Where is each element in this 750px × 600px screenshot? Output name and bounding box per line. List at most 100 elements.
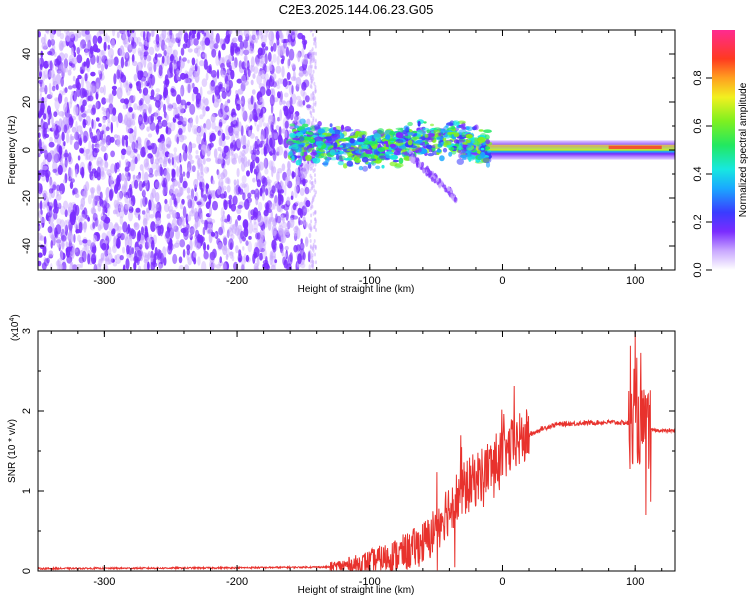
noise-speckle bbox=[38, 31, 41, 38]
noise-speckle bbox=[314, 217, 317, 222]
noise-speckle bbox=[315, 118, 317, 123]
noise-speckle bbox=[193, 239, 198, 248]
noise-speckle bbox=[48, 250, 53, 255]
noise-speckle bbox=[138, 244, 143, 250]
noise-speckle bbox=[91, 118, 94, 129]
noise-speckle bbox=[39, 81, 43, 88]
signal-blob bbox=[466, 139, 471, 143]
noise-speckle bbox=[250, 209, 255, 216]
noise-speckle bbox=[99, 50, 105, 60]
noise-speckle bbox=[196, 201, 202, 206]
noise-speckle bbox=[38, 132, 41, 138]
noise-speckle bbox=[237, 88, 244, 95]
signal-tail bbox=[415, 160, 419, 166]
signal-blob bbox=[377, 147, 386, 152]
noise-speckle bbox=[125, 123, 131, 134]
y-tick-label: 20 bbox=[21, 96, 33, 108]
noise-speckle bbox=[312, 246, 314, 250]
noise-speckle bbox=[222, 244, 228, 256]
noise-speckle bbox=[75, 168, 78, 178]
noise-speckle bbox=[219, 83, 223, 90]
noise-speckle bbox=[142, 217, 148, 227]
signal-blob bbox=[446, 144, 452, 149]
signal-blob bbox=[385, 134, 391, 140]
noise-speckle bbox=[288, 48, 295, 61]
noise-speckle bbox=[117, 233, 122, 239]
noise-speckle bbox=[124, 204, 128, 210]
noise-speckle bbox=[226, 80, 230, 92]
noise-speckle bbox=[211, 120, 216, 130]
noise-speckle bbox=[125, 150, 131, 155]
noise-speckle bbox=[298, 172, 301, 177]
noise-speckle bbox=[204, 219, 208, 231]
noise-speckle bbox=[186, 171, 190, 179]
signal-blob bbox=[335, 154, 340, 161]
noise-speckle bbox=[259, 54, 266, 65]
noise-speckle bbox=[250, 64, 253, 74]
noise-speckle bbox=[130, 195, 136, 207]
noise-speckle bbox=[136, 249, 142, 262]
noise-speckle bbox=[217, 146, 222, 152]
noise-speckle bbox=[198, 171, 205, 178]
noise-speckle bbox=[182, 43, 188, 49]
noise-speckle bbox=[130, 228, 135, 237]
noise-speckle bbox=[258, 116, 263, 128]
noise-speckle bbox=[200, 51, 206, 60]
noise-speckle bbox=[128, 211, 133, 222]
noise-speckle bbox=[76, 189, 79, 195]
noise-speckle bbox=[136, 61, 143, 72]
noise-speckle bbox=[141, 190, 146, 198]
noise-speckle bbox=[243, 193, 247, 201]
x-tick-label: -200 bbox=[226, 576, 248, 588]
noise-speckle bbox=[237, 100, 243, 105]
noise-speckle bbox=[206, 244, 210, 251]
noise-speckle bbox=[64, 96, 68, 105]
x-tick-label: -200 bbox=[226, 275, 248, 287]
noise-speckle bbox=[283, 150, 288, 159]
noise-speckle bbox=[144, 146, 149, 154]
noise-speckle bbox=[313, 81, 316, 86]
noise-speckle bbox=[43, 144, 48, 156]
noise-speckle bbox=[225, 253, 229, 261]
noise-speckle bbox=[268, 114, 274, 120]
noise-speckle bbox=[139, 70, 143, 79]
noise-speckle bbox=[311, 200, 314, 205]
noise-speckle bbox=[107, 44, 111, 50]
noise-speckle bbox=[218, 178, 224, 188]
noise-speckle bbox=[133, 95, 136, 102]
signal-blob bbox=[480, 151, 486, 159]
noise-speckle bbox=[179, 239, 186, 248]
noise-speckle bbox=[255, 197, 259, 206]
noise-speckle bbox=[156, 201, 162, 214]
noise-speckle bbox=[217, 130, 222, 137]
signal-blob bbox=[308, 131, 313, 136]
noise-speckle bbox=[211, 180, 215, 185]
signal-blob bbox=[354, 157, 361, 164]
noise-speckle bbox=[137, 50, 143, 57]
noise-speckle bbox=[202, 53, 207, 58]
noise-speckle bbox=[148, 55, 152, 62]
signal-blob bbox=[428, 148, 433, 153]
noise-speckle bbox=[163, 50, 167, 56]
noise-speckle bbox=[177, 120, 183, 125]
noise-speckle bbox=[162, 187, 168, 196]
noise-speckle bbox=[310, 105, 313, 110]
noise-speckle bbox=[240, 263, 246, 270]
noise-speckle bbox=[312, 211, 315, 216]
noise-speckle bbox=[176, 60, 181, 69]
colorbar-ticks: 0.0 0.2 0.4 0.6 0.8 bbox=[692, 70, 712, 278]
noise-speckle bbox=[310, 56, 313, 61]
noise-speckle bbox=[247, 192, 252, 199]
signal-blob bbox=[327, 136, 332, 142]
noise-speckle bbox=[84, 30, 90, 35]
noise-speckle bbox=[91, 187, 94, 199]
noise-speckle bbox=[126, 145, 132, 156]
noise-speckle bbox=[70, 94, 73, 105]
noise-speckle bbox=[132, 174, 136, 180]
noise-speckle bbox=[149, 214, 155, 219]
noise-speckle bbox=[125, 138, 128, 148]
noise-speckle bbox=[133, 103, 138, 111]
noise-speckle bbox=[277, 77, 282, 85]
noise-speckle bbox=[119, 45, 125, 57]
noise-speckle bbox=[41, 97, 45, 103]
